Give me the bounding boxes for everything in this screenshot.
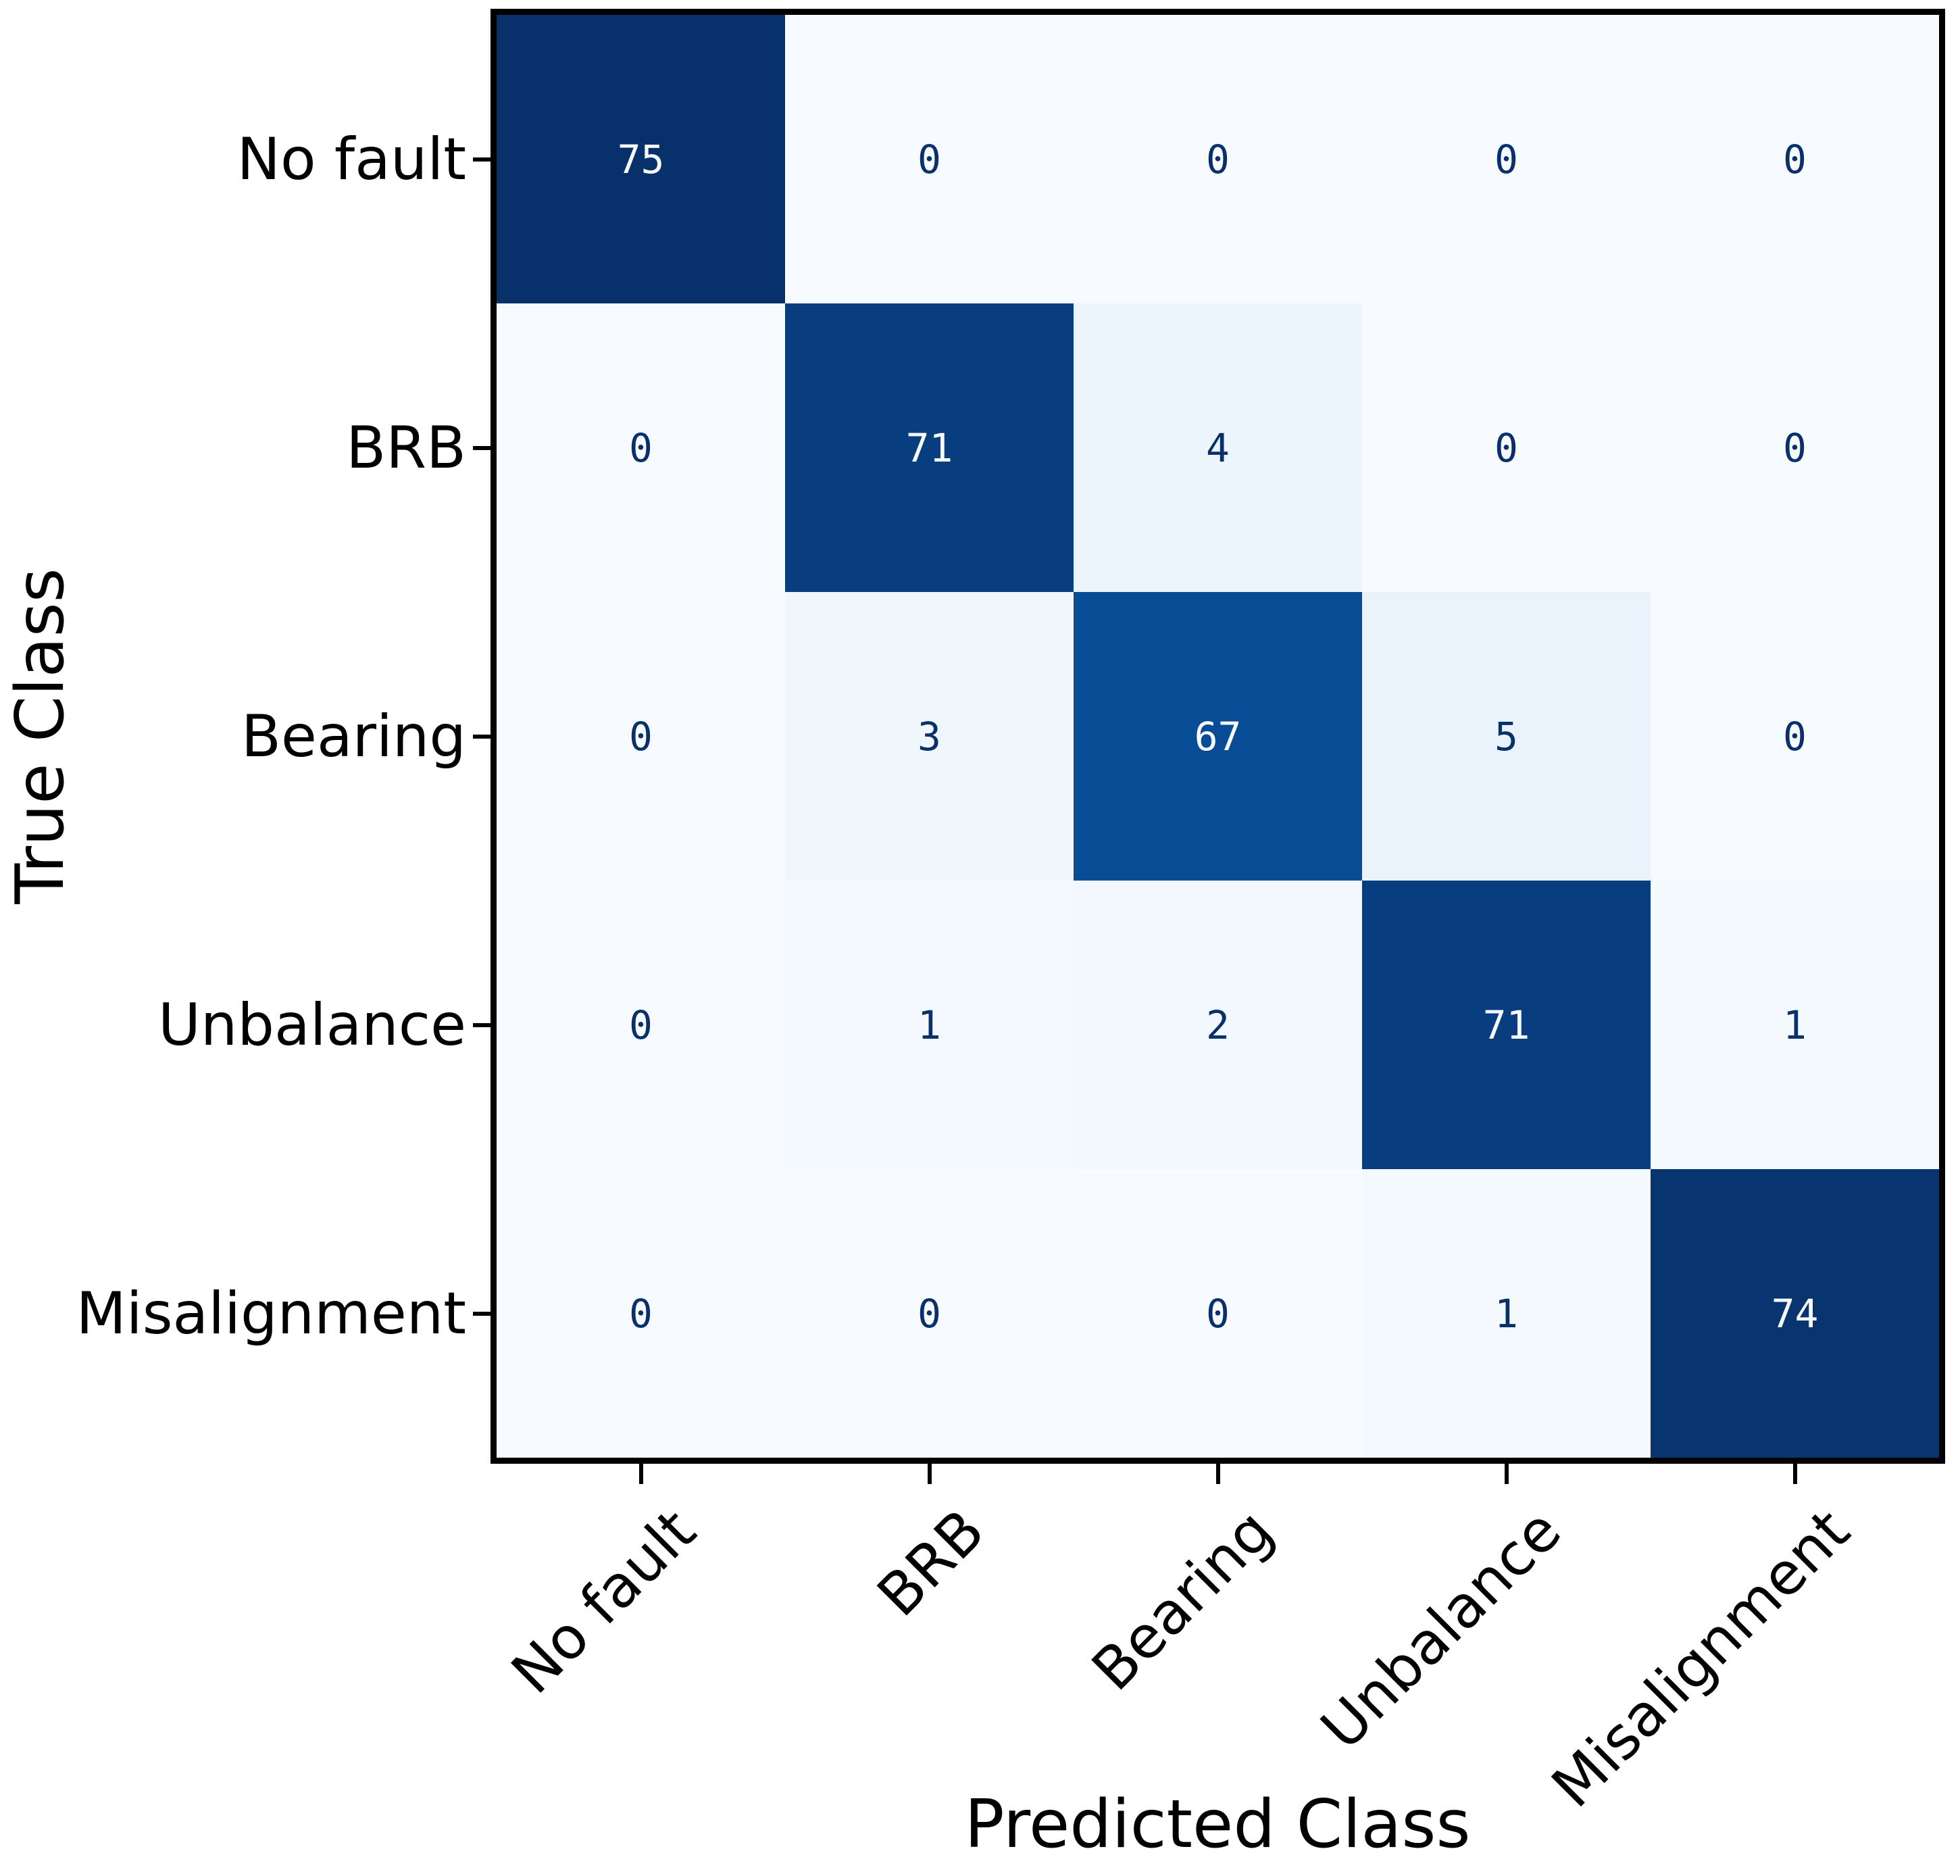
- matrix-cell-BRB-Unbalance: 0: [1362, 303, 1651, 592]
- cell-value: 0: [1783, 424, 1807, 471]
- matrix-cell-BRB-BRB: 71: [785, 303, 1074, 592]
- cell-value: 0: [1783, 136, 1807, 182]
- x-tick-mark: [1504, 1464, 1509, 1484]
- cell-value: 0: [918, 1290, 941, 1337]
- cell-value: 0: [629, 1002, 653, 1048]
- cell-value: 74: [1771, 1290, 1819, 1337]
- x-tick-label-BRB: BRB: [864, 1497, 998, 1630]
- x-tick-label-Bearing: Bearing: [1079, 1497, 1286, 1704]
- cell-value: 0: [629, 1290, 653, 1337]
- cell-value: 0: [1494, 424, 1518, 471]
- cell-value: 3: [918, 713, 941, 760]
- matrix-cell-No fault-Misalignment: 0: [1651, 15, 1939, 303]
- cell-value: 0: [629, 713, 653, 760]
- matrix-cell-No fault-No fault: 75: [497, 15, 785, 303]
- x-tick-mark: [638, 1464, 643, 1484]
- cell-value: 0: [918, 136, 941, 182]
- matrix-cell-Misalignment-No fault: 0: [497, 1169, 785, 1458]
- matrix-cell-Unbalance-Bearing: 2: [1074, 881, 1362, 1169]
- y-tick-mark: [473, 1311, 491, 1316]
- matrix-cell-BRB-Misalignment: 0: [1651, 303, 1939, 592]
- x-tick-label-Unbalance: Unbalance: [1309, 1497, 1575, 1763]
- heatmap-plot-area: 75 0 0 0 0 0 71 4 0 0 0 3 67 5 0 0 1 2 71 1 0 0 0 1 74: [491, 9, 1945, 1464]
- matrix-cell-Bearing-Unbalance: 5: [1362, 592, 1651, 881]
- cell-value: 1: [918, 1002, 941, 1048]
- y-tick-mark: [473, 157, 491, 162]
- matrix-cell-Unbalance-BRB: 1: [785, 881, 1074, 1169]
- cell-value: 0: [1206, 1290, 1230, 1337]
- matrix-cell-No fault-Unbalance: 0: [1362, 15, 1651, 303]
- matrix-cell-No fault-BRB: 0: [785, 15, 1074, 303]
- cell-value: 2: [1206, 1002, 1230, 1048]
- cell-value: 71: [905, 424, 953, 471]
- matrix-cell-Bearing-No fault: 0: [497, 592, 785, 881]
- y-tick-label-No fault: No fault: [236, 125, 466, 193]
- x-tick-mark: [1215, 1464, 1220, 1484]
- matrix-cell-Misalignment-BRB: 0: [785, 1169, 1074, 1458]
- matrix-cell-BRB-Bearing: 4: [1074, 303, 1362, 592]
- matrix-cell-Unbalance-Misalignment: 1: [1651, 881, 1939, 1169]
- x-tick-mark: [1792, 1464, 1797, 1484]
- x-tick-label-Misalignment: Misalignment: [1539, 1497, 1863, 1821]
- cell-value: 0: [1206, 136, 1230, 182]
- cell-value: 71: [1482, 1002, 1530, 1048]
- cell-value: 0: [629, 424, 653, 471]
- matrix-cell-No fault-Bearing: 0: [1074, 15, 1362, 303]
- matrix-cell-Unbalance-No fault: 0: [497, 881, 785, 1169]
- y-axis-title: True Class: [2, 568, 79, 904]
- matrix-cell-Unbalance-Unbalance: 71: [1362, 881, 1651, 1169]
- y-tick-label-BRB: BRB: [346, 414, 466, 482]
- x-axis-title: Predicted Class: [964, 1786, 1471, 1863]
- matrix-cell-Misalignment-Unbalance: 1: [1362, 1169, 1651, 1458]
- heatmap-grid: 75 0 0 0 0 0 71 4 0 0 0 3 67 5 0 0 1 2 71 1 0 0 0 1 74: [497, 15, 1939, 1458]
- y-tick-label-Misalignment: Misalignment: [76, 1279, 466, 1348]
- matrix-cell-Misalignment-Misalignment: 74: [1651, 1169, 1939, 1458]
- cell-value: 75: [617, 136, 665, 182]
- cell-value: 4: [1206, 424, 1230, 471]
- cell-value: 1: [1783, 1002, 1807, 1048]
- x-tick-mark: [927, 1464, 932, 1484]
- y-tick-mark: [473, 445, 491, 450]
- matrix-cell-Bearing-BRB: 3: [785, 592, 1074, 881]
- cell-value: 67: [1194, 713, 1242, 760]
- y-tick-label-Bearing: Bearing: [241, 702, 466, 770]
- cell-value: 5: [1494, 713, 1518, 760]
- y-tick-mark: [473, 1022, 491, 1027]
- y-tick-mark: [473, 734, 491, 739]
- cell-value: 0: [1494, 136, 1518, 182]
- x-tick-label-No fault: No fault: [499, 1497, 709, 1707]
- matrix-cell-Bearing-Misalignment: 0: [1651, 592, 1939, 881]
- matrix-cell-BRB-No fault: 0: [497, 303, 785, 592]
- matrix-cell-Bearing-Bearing: 67: [1074, 592, 1362, 881]
- cell-value: 1: [1494, 1290, 1518, 1337]
- y-tick-label-Unbalance: Unbalance: [157, 991, 466, 1059]
- cell-value: 0: [1783, 713, 1807, 760]
- matrix-cell-Misalignment-Bearing: 0: [1074, 1169, 1362, 1458]
